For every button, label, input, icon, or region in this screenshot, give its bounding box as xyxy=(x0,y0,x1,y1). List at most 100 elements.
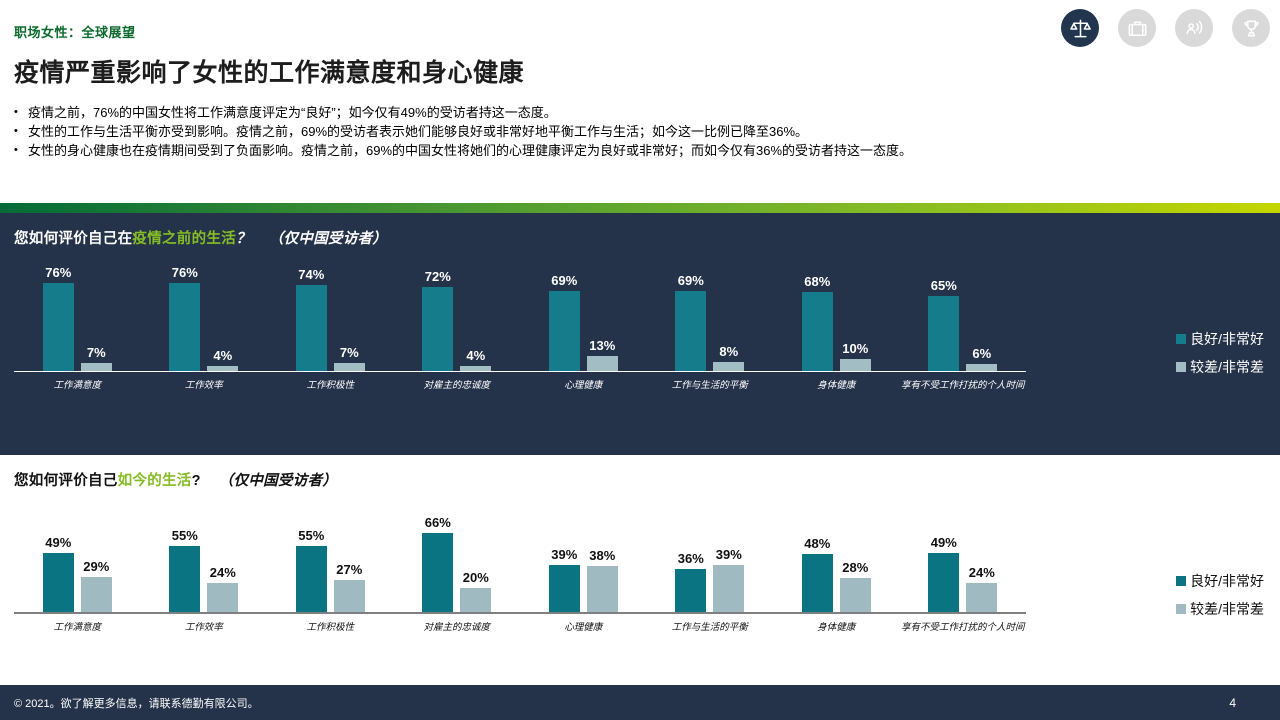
category-group: 66% 20% 对雇主的忠诚度 xyxy=(393,502,520,635)
category-label: 工作效率 xyxy=(184,622,223,633)
icon-toolbar xyxy=(1061,9,1270,47)
page-number: 4 xyxy=(1229,695,1236,710)
bar-chart-today: 49% 29% 工作满意度 55% 24% 工作效率 55% 27% 工作积极性 66% 20% 对雇… xyxy=(14,502,1026,635)
chart-legend: 良好/非常好 较差/非常差 xyxy=(1176,571,1264,619)
bar-value-label: 48% xyxy=(804,536,831,551)
bar-value-label: 20% xyxy=(462,570,489,585)
slide-footer: © 2021。欲了解更多信息，请联系德勤有限公司。 4 xyxy=(0,685,1280,720)
bar-value-label: 6% xyxy=(972,346,992,361)
bar-column: 7% xyxy=(80,345,112,371)
eyebrow-title: 职场女性：全球展望 xyxy=(14,25,136,40)
trophy-icon-button[interactable] xyxy=(1232,9,1270,47)
category-group: 55% 24% 工作效率 xyxy=(140,502,267,635)
bar-良好/非常好 xyxy=(928,553,960,612)
bar-value-label: 74% xyxy=(298,267,325,282)
bar-较差/非常差 xyxy=(460,366,492,371)
bullet-marker: • xyxy=(14,106,18,118)
summary-bullets: • 疫情之前，76%的中国女性将工作满意度评定为“良好”；如今仅有49%的受访者持… xyxy=(14,103,1044,160)
bars-group: 69% 13% xyxy=(520,260,647,372)
legend-item: 较差/非常差 xyxy=(1176,357,1264,377)
bar-value-label: 76% xyxy=(171,265,198,280)
chart-plot-area: 76% 7% 工作满意度 76% 4% 工作效率 74% 7% 工作积极性 72% 4% 对雇主的忠诚… xyxy=(14,260,1266,393)
bar-较差/非常差 xyxy=(839,578,871,612)
legend-item: 良好/非常好 xyxy=(1176,329,1264,349)
page-title: 疫情严重影响了女性的工作满意度和身心健康 xyxy=(14,59,525,87)
bar-column: 4% xyxy=(207,348,239,371)
bar-良好/非常好 xyxy=(801,554,833,612)
category-group: 55% 27% 工作积极性 xyxy=(267,502,394,635)
category-group: 76% 7% 工作满意度 xyxy=(14,260,141,393)
bullet-item: • 疫情之前，76%的中国女性将工作满意度评定为“良好”；如今仅有49%的受访者持… xyxy=(14,103,1044,122)
category-group: 65% 6% 享有不受工作打扰的个人时间 xyxy=(899,260,1026,393)
bar-column: 38% xyxy=(586,548,618,612)
bar-column: 36% xyxy=(675,551,707,612)
bar-value-label: 72% xyxy=(424,269,451,284)
green-gradient-divider xyxy=(0,203,1280,213)
bullet-text: 女性的身心健康也在疫情期间受到了负面影响。疫情之前，69%的中国女性将她们的心理… xyxy=(28,143,913,158)
chart-title-question: ？ xyxy=(236,231,251,247)
briefcase-icon-button[interactable] xyxy=(1118,9,1156,47)
category-group: 69% 8% 工作与生活的平衡 xyxy=(646,260,773,393)
category-group: 69% 13% 心理健康 xyxy=(520,260,647,393)
chart-title-today: 您如何评价自己如今的生活? （仅中国受访者） xyxy=(14,469,1266,490)
bar-column: 55% xyxy=(295,528,327,612)
bars-group: 49% 24% xyxy=(899,502,1026,614)
bar-value-label: 39% xyxy=(551,547,578,562)
bar-较差/非常差 xyxy=(333,580,365,612)
category-group: 49% 24% 享有不受工作打扰的个人时间 xyxy=(899,502,1026,635)
bar-较差/非常差 xyxy=(839,359,871,371)
bar-良好/非常好 xyxy=(42,283,74,371)
category-label: 心理健康 xyxy=(564,622,603,633)
bar-column: 4% xyxy=(460,348,492,371)
category-group: 39% 38% 心理健康 xyxy=(520,502,647,635)
bar-良好/非常好 xyxy=(422,533,454,612)
chart-title-prefix: 您如何评价自己在 xyxy=(14,231,133,247)
bars-group: 76% 4% xyxy=(140,260,267,372)
bar-column: 49% xyxy=(42,535,74,612)
bar-column: 39% xyxy=(713,547,745,612)
briefcase-icon xyxy=(1126,17,1149,40)
bar-column: 65% xyxy=(928,278,960,371)
bar-column: 76% xyxy=(42,265,74,371)
chart-title-prefix: 您如何评价自己 xyxy=(14,473,118,489)
bars-group: 68% 10% xyxy=(773,260,900,372)
bar-value-label: 66% xyxy=(424,515,451,530)
bars-group: 36% 39% xyxy=(646,502,773,614)
bar-column: 8% xyxy=(713,344,745,371)
category-group: 36% 39% 工作与生活的平衡 xyxy=(646,502,773,635)
today-chart-panel: 您如何评价自己如今的生活? （仅中国受访者） 49% 29% 工作满意度 55% 24% 工… xyxy=(0,455,1280,685)
legend-label: 较差/非常差 xyxy=(1190,359,1264,375)
bars-group: 74% 7% xyxy=(267,260,394,372)
chart-legend: 良好/非常好 较差/非常差 xyxy=(1176,329,1264,377)
announcement-icon-button[interactable] xyxy=(1175,9,1213,47)
bar-较差/非常差 xyxy=(966,364,998,371)
category-label: 心理健康 xyxy=(564,380,603,391)
bar-较差/非常差 xyxy=(713,565,745,612)
bar-value-label: 7% xyxy=(339,345,359,360)
legend-label: 良好/非常好 xyxy=(1190,331,1264,347)
bar-column: 68% xyxy=(801,274,833,371)
category-label: 工作满意度 xyxy=(53,380,101,391)
bars-group: 39% 38% xyxy=(520,502,647,614)
bar-column: 74% xyxy=(295,267,327,371)
bar-column: 55% xyxy=(169,528,201,612)
bar-value-label: 4% xyxy=(213,348,233,363)
bar-value-label: 24% xyxy=(209,565,236,580)
bar-column: 7% xyxy=(333,345,365,371)
bar-column: 69% xyxy=(675,273,707,371)
bar-良好/非常好 xyxy=(295,285,327,371)
bar-column: 13% xyxy=(586,338,618,371)
legend-swatch xyxy=(1176,362,1187,372)
scales-icon xyxy=(1069,17,1092,40)
category-label: 工作与生活的平衡 xyxy=(671,380,748,391)
bar-column: 69% xyxy=(548,273,580,371)
bar-value-label: 38% xyxy=(589,548,616,563)
category-label: 身体健康 xyxy=(817,622,856,633)
scales-icon-button[interactable] xyxy=(1061,9,1099,47)
bars-group: 55% 27% xyxy=(267,502,394,614)
announcement-icon xyxy=(1183,17,1206,40)
bullet-item: • 女性的身心健康也在疫情期间受到了负面影响。疫情之前，69%的中国女性将她们的心… xyxy=(14,141,1044,160)
bar-较差/非常差 xyxy=(207,583,239,612)
legend-label: 较差/非常差 xyxy=(1190,601,1264,617)
bars-group: 49% 29% xyxy=(14,502,141,614)
